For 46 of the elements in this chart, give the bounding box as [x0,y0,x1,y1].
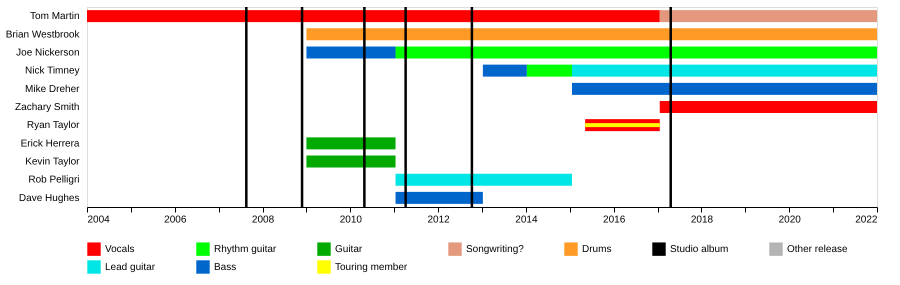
bar [396,174,572,186]
y-tick-label: Brian Westbrook [6,29,80,40]
bar [306,156,396,168]
legend-label: Bass [214,262,236,273]
bar [87,10,660,22]
x-tick-label: 2014 [515,214,538,226]
x-tick-label: 2022 [855,214,878,226]
bar [482,64,527,77]
y-tick-label: Rob Pelligri [28,174,80,186]
y-tick-label: Joe Nickerson [16,47,80,58]
bar [396,46,877,58]
x-tick-label: 2012 [427,214,450,226]
y-tick-label: Erick Herrera [20,138,80,150]
y-tick-label: Mike Dreher [25,84,80,95]
x-tick-label: 2018 [690,214,714,226]
x-tick-label: 2020 [778,214,802,226]
bar [660,10,877,22]
x-tick-label: 2016 [603,214,626,226]
bar [572,64,877,77]
legend-label: Drums [582,244,612,256]
bar [306,46,396,58]
y-tick-label: Nick Timney [25,66,80,77]
y-tick-label: Ryan Taylor [26,120,80,132]
y-tick-label: Zachary Smith [15,102,80,113]
x-tick-label: 2006 [164,214,187,226]
legend-label: Lead guitar [105,262,156,273]
legend-label: Guitar [335,244,363,256]
bar [306,28,877,40]
bar [306,137,396,150]
bar [585,123,660,128]
bar [396,192,483,204]
x-tick-label: 2004 [88,214,110,226]
y-tick-label: Tom Martin [30,11,80,22]
legend-label: Vocals [105,244,134,256]
legend-label: Other release [787,244,848,256]
y-tick-label: Dave Hughes [18,192,80,204]
x-tick-label: 2008 [252,214,275,226]
x-tick-label: 2010 [340,214,362,226]
y-tick-label: Kevin Taylor [25,156,80,168]
bar [572,82,877,95]
legend-label: Rhythm guitar [214,244,277,256]
legend-label: Studio album [670,244,728,256]
legend-label: Songwriting? [466,244,524,256]
bar [660,101,877,113]
bar [526,64,572,77]
legend-label: Touring member [335,262,408,273]
